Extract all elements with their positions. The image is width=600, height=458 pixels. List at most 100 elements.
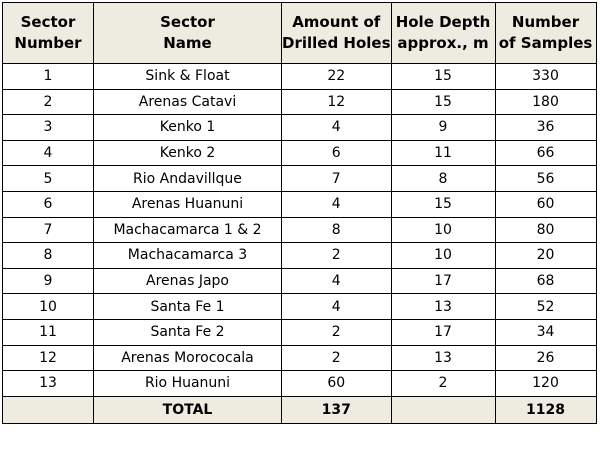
cell-hole-depth: 13 [390,293,496,320]
header-sector-number: Sector Number [2,2,94,64]
header-row: Sector Number Sector Name Amount of Dril… [2,2,597,64]
cell-samples: 36 [494,114,597,141]
cell-sector-name: Arenas Huanuni [93,190,282,218]
total-label: TOTAL [93,395,282,424]
cell-drilled-holes: 4 [281,190,392,218]
table-row: 13 Rio Huanuni 60 2 120 [2,370,597,397]
cell-hole-depth: 15 [390,190,496,218]
header-line: Drilled Holes [282,34,391,52]
cell-samples: 52 [494,293,597,320]
table-row: 8 Machacamarca 3 2 10 20 [2,242,597,269]
total-empty-cell [2,395,94,424]
header-sector-name: Sector Name [93,2,282,64]
table-row: 12 Arenas Morococala 2 13 26 [2,344,597,372]
cell-sector-name: Santa Fe 2 [93,318,282,346]
total-empty-depth-cell [390,395,496,424]
cell-samples: 120 [494,370,597,397]
cell-samples: 180 [494,88,597,116]
header-hole-depth: Hole Depth approx., m [390,2,496,64]
cell-sector-number: 12 [2,344,94,372]
table-row: 2 Arenas Catavi 12 15 180 [2,88,597,116]
table-row: 5 Rio Andavillque 7 8 56 [2,165,597,192]
cell-sector-name: Kenko 1 [93,114,282,141]
cell-hole-depth: 17 [390,267,496,295]
cell-sector-number: 6 [2,190,94,218]
cell-samples: 66 [494,139,597,167]
cell-drilled-holes: 22 [281,63,392,90]
header-line: Amount of [292,13,381,31]
cell-drilled-holes: 7 [281,165,392,192]
cell-sector-number: 1 [2,63,94,90]
cell-hole-depth: 2 [390,370,496,397]
cell-samples: 60 [494,190,597,218]
header-line: Number [14,34,82,52]
total-samples: 1128 [494,395,597,424]
cell-sector-name: Rio Huanuni [93,370,282,397]
cell-samples: 20 [494,242,597,269]
header-line: approx., m [397,34,489,52]
cell-sector-number: 2 [2,88,94,116]
cell-hole-depth: 10 [390,216,496,244]
table-row: 4 Kenko 2 6 11 66 [2,139,597,167]
cell-sector-name: Machacamarca 1 & 2 [93,216,282,244]
table-row: 9 Arenas Japo 4 17 68 [2,267,597,295]
total-drilled-holes: 137 [281,395,392,424]
cell-samples: 330 [494,63,597,90]
header-line: Name [163,34,212,52]
cell-drilled-holes: 4 [281,267,392,295]
cell-drilled-holes: 12 [281,88,392,116]
header-line: of Samples [498,34,593,52]
cell-hole-depth: 13 [390,344,496,372]
cell-samples: 56 [494,165,597,192]
cell-drilled-holes: 4 [281,293,392,320]
cell-hole-depth: 10 [390,242,496,269]
cell-hole-depth: 11 [390,139,496,167]
cell-hole-depth: 15 [390,63,496,90]
cell-samples: 34 [494,318,597,346]
cell-hole-depth: 15 [390,88,496,116]
table-row: 1 Sink & Float 22 15 330 [2,63,597,90]
cell-sector-name: Rio Andavillque [93,165,282,192]
cell-sector-number: 10 [2,293,94,320]
header-line: Sector [160,13,215,31]
table-row: 3 Kenko 1 4 9 36 [2,114,597,141]
cell-sector-name: Kenko 2 [93,139,282,167]
header-line: Number [511,13,580,31]
cell-sector-name: Machacamarca 3 [93,242,282,269]
header-number-of-samples: Number of Samples [494,2,597,64]
cell-drilled-holes: 2 [281,318,392,346]
cell-sector-number: 13 [2,370,94,397]
cell-drilled-holes: 60 [281,370,392,397]
cell-sector-name: Arenas Catavi [93,88,282,116]
cell-hole-depth: 9 [390,114,496,141]
cell-drilled-holes: 2 [281,242,392,269]
cell-sector-number: 4 [2,139,94,167]
cell-sector-number: 8 [2,242,94,269]
cell-sector-number: 9 [2,267,94,295]
cell-drilled-holes: 2 [281,344,392,372]
cell-samples: 80 [494,216,597,244]
cell-sector-name: Arenas Japo [93,267,282,295]
cell-samples: 68 [494,267,597,295]
cell-hole-depth: 17 [390,318,496,346]
header-line: Hole Depth [395,13,491,31]
total-row: TOTAL 137 1128 [2,395,597,424]
cell-sector-name: Santa Fe 1 [93,293,282,320]
header-line: Sector [20,13,76,31]
table-header: Sector Number Sector Name Amount of Dril… [2,2,597,64]
table-row: 6 Arenas Huanuni 4 15 60 [2,190,597,218]
table-row: 10 Santa Fe 1 4 13 52 [2,293,597,320]
cell-hole-depth: 8 [390,165,496,192]
cell-sector-number: 7 [2,216,94,244]
cell-drilled-holes: 6 [281,139,392,167]
cell-sector-number: 5 [2,165,94,192]
cell-sector-number: 3 [2,114,94,141]
table-row: 7 Machacamarca 1 & 2 8 10 80 [2,216,597,244]
header-drilled-holes: Amount of Drilled Holes [281,2,392,64]
cell-drilled-holes: 4 [281,114,392,141]
table-body: 1 Sink & Float 22 15 330 2 Arenas Catavi… [2,63,597,397]
cell-samples: 26 [494,344,597,372]
table-footer: TOTAL 137 1128 [2,395,597,424]
cell-drilled-holes: 8 [281,216,392,244]
cell-sector-name: Sink & Float [93,63,282,90]
